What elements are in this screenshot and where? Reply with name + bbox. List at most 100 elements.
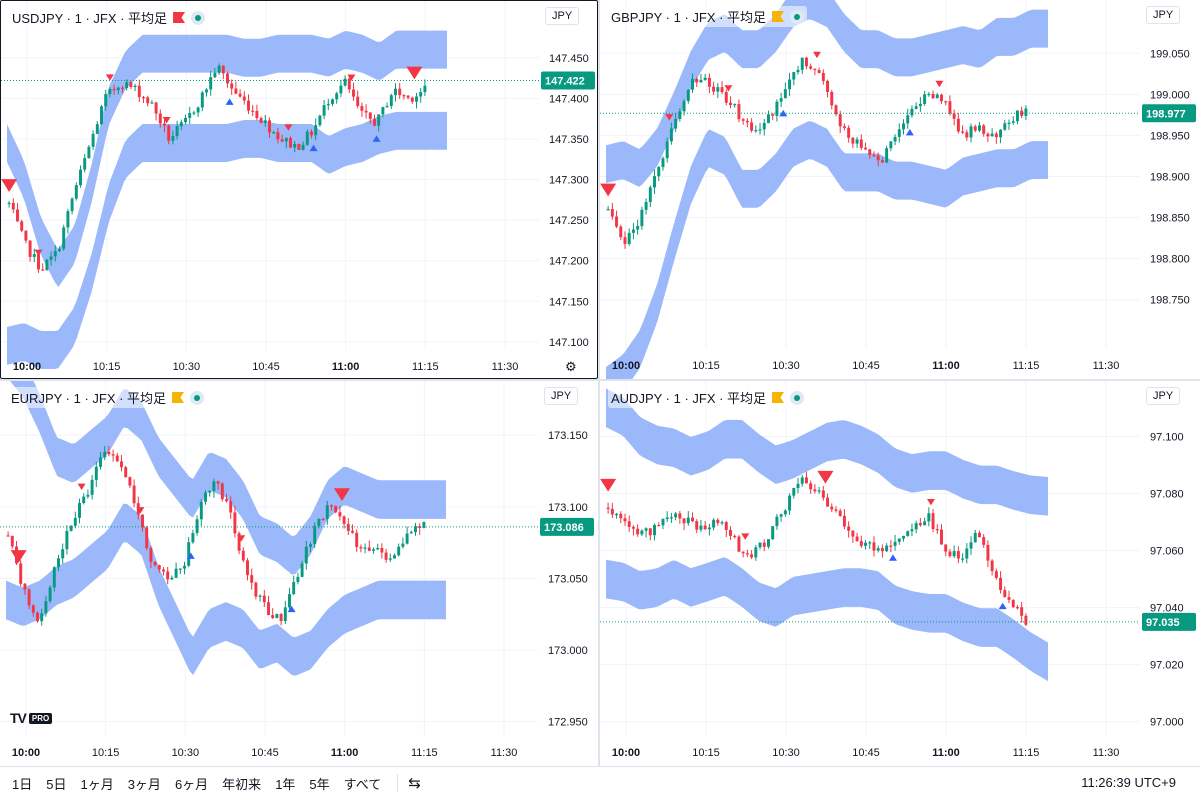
- chart-pane-usdjpy[interactable]: 147.450 147.400 147.350 147.300 147.250 147.2…: [0, 0, 598, 379]
- last-price-tag: [540, 517, 594, 536]
- candle-body: [834, 509, 838, 511]
- sell-signal-marker: [105, 74, 114, 81]
- x-axis-tick-label: 10:00: [612, 360, 640, 372]
- candle-body: [809, 483, 813, 490]
- candle-body: [826, 497, 830, 507]
- chart-pane-gbpjpy[interactable]: 199.050 199.000 198.950 198.900 198.850 198.8…: [600, 0, 1200, 379]
- candle-body: [112, 88, 116, 91]
- sell-signal-marker: [600, 478, 617, 492]
- goto-date-icon[interactable]: ⇆: [408, 775, 421, 792]
- candle-body: [410, 97, 414, 102]
- candle-body: [885, 545, 889, 552]
- usdjpy-legend[interactable]: USDJPY · 1 · JFX · 平均足: [9, 7, 209, 28]
- y-axis-tick-label: 173.150: [548, 430, 588, 442]
- eurjpy-symbol-title[interactable]: EURJPY · 1 · JFX · 平均足: [11, 391, 167, 406]
- candle-body: [619, 513, 623, 519]
- flag-icon[interactable]: [772, 11, 785, 22]
- range-6m-button[interactable]: 6ヶ月: [174, 776, 209, 792]
- market-status-icon: [190, 390, 205, 405]
- range-5d-button[interactable]: 5日: [46, 776, 67, 792]
- usdjpy-currency-button[interactable]: JPY: [545, 7, 580, 25]
- chart-pane-audjpy[interactable]: 97.100 97.080 97.060 97.040 97.020 97.000 97.0…: [600, 381, 1200, 766]
- x-axis-tick-label: 10:15: [92, 747, 120, 759]
- candle-body: [137, 85, 141, 98]
- gbpjpy-legend[interactable]: GBPJPY · 1 · JFX · 平均足: [608, 6, 808, 27]
- candle-body: [174, 568, 178, 578]
- range-all-button[interactable]: すべて: [343, 776, 382, 792]
- candle-body: [342, 516, 346, 524]
- candle-body: [86, 494, 90, 497]
- candle-body: [24, 230, 28, 241]
- candle-body: [606, 209, 610, 211]
- candle-body: [272, 132, 276, 134]
- candle-body: [7, 202, 11, 205]
- candle-body: [397, 546, 401, 556]
- eurjpy-chart-svg[interactable]: 173.150 173.100 173.050 173.000 172.950 173.0…: [0, 381, 598, 766]
- audjpy-legend[interactable]: AUDJPY · 1 · JFX · 平均足: [608, 387, 808, 408]
- gbpjpy-currency-button[interactable]: JPY: [1146, 6, 1181, 24]
- audjpy-symbol-title[interactable]: AUDJPY · 1 · JFX · 平均足: [611, 391, 767, 406]
- candle-body: [368, 112, 372, 119]
- candle-body: [149, 548, 153, 562]
- candle-body: [171, 136, 175, 141]
- candle-body: [703, 525, 707, 530]
- sell-signal-marker: [817, 470, 834, 484]
- sell-signal-marker: [237, 535, 246, 542]
- candle-body: [686, 517, 690, 524]
- candle-body: [880, 548, 884, 552]
- audjpy-chart-svg[interactable]: 97.100 97.080 97.060 97.040 97.020 97.000 97.0…: [600, 381, 1200, 766]
- eurjpy-legend[interactable]: EURJPY · 1 · JFX · 平均足: [8, 387, 208, 408]
- candle-body: [923, 94, 927, 105]
- candle-body: [813, 68, 817, 71]
- sell-signal-marker: [77, 483, 86, 491]
- candle-body: [124, 467, 128, 478]
- range-1m-button[interactable]: 1ヶ月: [80, 776, 114, 792]
- candle-body: [783, 89, 787, 99]
- y-axis-tick-label: 198.950: [1150, 130, 1190, 142]
- flag-icon[interactable]: [772, 392, 785, 403]
- candle-body: [279, 614, 283, 622]
- eurjpy-currency-button[interactable]: JPY: [544, 387, 579, 405]
- tradingview-logo[interactable]: TV PRO: [10, 710, 53, 726]
- y-axis-tick-label: 198.850: [1150, 213, 1190, 225]
- candle-body: [415, 96, 418, 102]
- last-price-label: 147.422: [545, 75, 585, 87]
- range-5y-button[interactable]: 5年: [309, 776, 330, 792]
- usdjpy-chart-svg[interactable]: 147.450 147.400 147.350 147.300 147.250 147.2…: [1, 1, 598, 379]
- candle-body: [657, 525, 661, 527]
- candle-body: [961, 558, 965, 560]
- flag-icon[interactable]: [172, 392, 185, 403]
- x-axis-tick-label: 10:30: [173, 361, 201, 373]
- candle-body: [1024, 108, 1028, 116]
- range-1d-button[interactable]: 1日: [12, 776, 33, 792]
- candle-body: [889, 545, 893, 547]
- chart-pane-eurjpy[interactable]: 173.150 173.100 173.050 173.000 172.950 173.0…: [0, 381, 598, 766]
- sell-signal-marker: [347, 74, 356, 81]
- flag-icon[interactable]: [173, 12, 186, 23]
- x-axis-tick-label: 11:00: [331, 747, 359, 759]
- pane-divider-vertical[interactable]: [598, 0, 600, 766]
- candle-body: [948, 551, 952, 557]
- candle-body: [91, 133, 95, 147]
- pane-divider-horizontal[interactable]: [0, 379, 1200, 381]
- audjpy-currency-button[interactable]: JPY: [1146, 387, 1181, 405]
- gbpjpy-chart-svg[interactable]: 199.050 199.000 198.950 198.900 198.850 198.8…: [600, 0, 1200, 379]
- candle-body: [83, 158, 87, 170]
- gbpjpy-symbol-title[interactable]: GBPJPY · 1 · JFX · 平均足: [611, 10, 767, 25]
- candle-body: [813, 489, 817, 492]
- range-3m-button[interactable]: 3ヶ月: [127, 776, 161, 792]
- candle-body: [27, 589, 31, 606]
- candle-body: [716, 519, 720, 524]
- candle-body: [237, 533, 241, 551]
- range-1y-button[interactable]: 1年: [275, 776, 296, 792]
- candle-body: [766, 539, 770, 547]
- candle-body: [737, 104, 741, 120]
- sell-signal-marker: [284, 124, 293, 131]
- settings-gear-icon[interactable]: ⚙: [565, 359, 577, 374]
- range-ytd-button[interactable]: 年初来: [222, 776, 262, 792]
- candle-body: [28, 240, 32, 257]
- upper-band: [606, 0, 1048, 187]
- clock-timezone[interactable]: 11:26:39 UTC+9: [1081, 775, 1176, 790]
- candle-body: [334, 506, 338, 513]
- usdjpy-symbol-title[interactable]: USDJPY · 1 · JFX · 平均足: [12, 11, 168, 26]
